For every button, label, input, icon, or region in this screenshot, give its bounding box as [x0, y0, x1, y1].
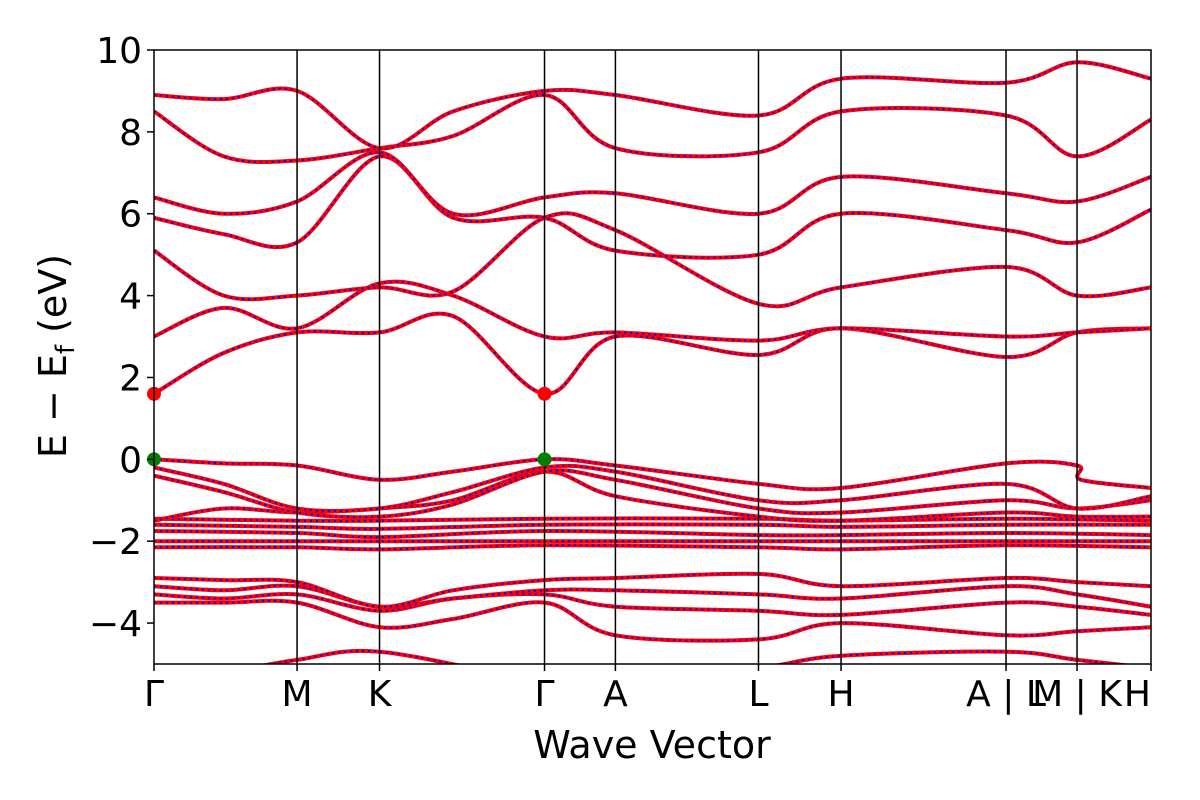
y-tick-label: −2	[89, 522, 142, 563]
y-tick-label: 6	[119, 195, 142, 236]
x-tick-label: H	[1124, 674, 1151, 715]
x-tick-label: M	[282, 674, 313, 715]
plot-frame	[153, 49, 1152, 665]
y-tick-label: 0	[119, 440, 142, 481]
y-tick-label: 2	[119, 358, 142, 399]
band-line-dotted-5	[154, 544, 1151, 551]
y-tick-label: 10	[96, 31, 142, 72]
x-tick-label: A	[603, 674, 628, 715]
x-tick-label: M | K	[1032, 674, 1123, 715]
cbm-marker	[537, 386, 552, 401]
band-line-dotted-11	[154, 469, 1151, 519]
band-line-dotted-9	[154, 517, 1151, 522]
band-line-dotted-7	[154, 529, 1151, 539]
band-line-13	[154, 457, 1151, 492]
x-tick-label: Γ	[144, 674, 164, 715]
y-axis-ticks: −4 −2 0 2 4 6 8 10	[89, 31, 154, 645]
y-axis-label-main: E − E	[31, 354, 75, 458]
band-line-dotted-3	[154, 584, 1151, 609]
x-tick-label: K	[368, 674, 393, 715]
band-line-dotted-18	[154, 151, 1151, 217]
band-line-dotted-17	[154, 155, 1151, 259]
x-axis-label: Wave Vector	[533, 723, 771, 767]
x-tick-label: H	[827, 674, 854, 715]
band-edge-markers	[147, 386, 552, 467]
y-tick-label: −4	[89, 604, 142, 645]
y-axis-label: E − Ef (eV)	[31, 254, 81, 458]
band-line-dotted-2	[154, 593, 1151, 617]
x-tick-label: L	[748, 674, 768, 715]
x-tick-label: Γ	[534, 674, 554, 715]
band-line-0	[261, 648, 1133, 664]
band-line-dotted-12	[154, 464, 1151, 513]
y-tick-label: 4	[119, 277, 142, 318]
y-axis-label-unit: (eV)	[31, 254, 75, 345]
band-line-dotted-1	[154, 599, 1151, 642]
y-axis-label-subscript: f	[51, 344, 81, 354]
x-tick-label: A | L	[966, 674, 1046, 715]
y-tick-label: 8	[119, 113, 142, 154]
band-line-dotted-8	[154, 523, 1151, 530]
high-symmetry-lines	[296, 50, 1078, 664]
vbm-marker	[537, 452, 552, 467]
